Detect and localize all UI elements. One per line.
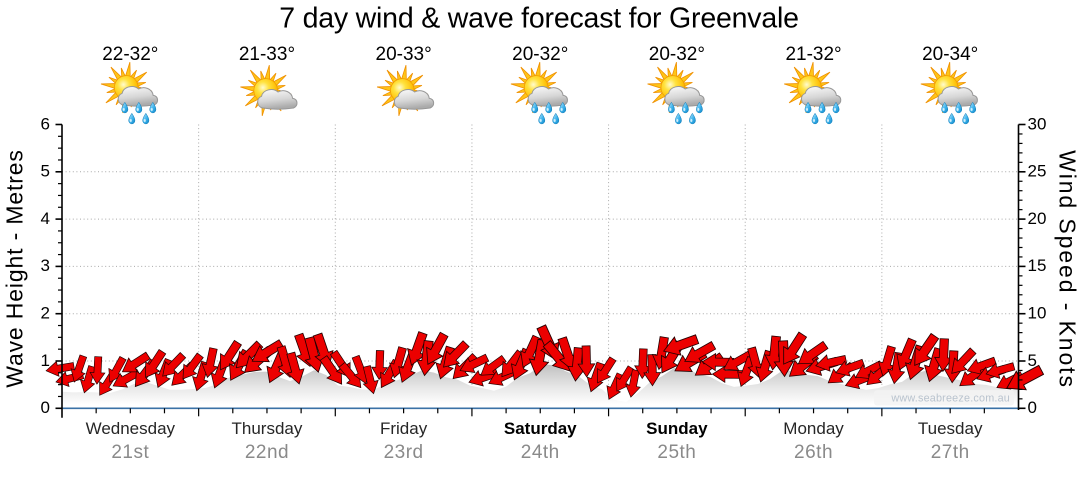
svg-text:27th: 27th <box>931 442 970 463</box>
svg-text:22nd: 22nd <box>245 442 289 463</box>
svg-text:25: 25 <box>1028 162 1047 181</box>
svg-text:5: 5 <box>41 162 50 181</box>
svg-text:21st: 21st <box>111 442 149 463</box>
svg-text:20: 20 <box>1028 209 1047 228</box>
svg-text:25th: 25th <box>657 442 696 463</box>
svg-text:22-32°: 22-32° <box>102 44 158 65</box>
svg-text:Sunday: Sunday <box>646 419 708 438</box>
svg-text:30: 30 <box>1028 114 1047 133</box>
svg-text:20-32°: 20-32° <box>649 44 705 65</box>
svg-text:20-33°: 20-33° <box>376 44 432 65</box>
svg-text:3: 3 <box>41 256 50 275</box>
svg-text:0: 0 <box>41 398 50 417</box>
svg-text:4: 4 <box>41 209 50 228</box>
svg-text:5: 5 <box>1028 351 1037 370</box>
svg-text:www.seabreeze.com.au: www.seabreeze.com.au <box>890 393 1010 405</box>
svg-text:Saturday: Saturday <box>504 419 577 438</box>
svg-text:Monday: Monday <box>783 419 844 438</box>
svg-text:23rd: 23rd <box>384 442 424 463</box>
svg-text:Wednesday: Wednesday <box>86 419 176 438</box>
svg-text:Wave Height - Metres: Wave Height - Metres <box>2 149 28 388</box>
svg-text:20-32°: 20-32° <box>512 44 568 65</box>
svg-text:24th: 24th <box>521 442 560 463</box>
svg-text:21-33°: 21-33° <box>239 44 295 65</box>
svg-text:1: 1 <box>41 351 50 370</box>
svg-text:26th: 26th <box>794 442 833 463</box>
svg-text:6: 6 <box>41 114 50 133</box>
svg-text:7 day wind & wave forecast for: 7 day wind & wave forecast for Greenvale <box>279 3 799 35</box>
svg-text:Friday: Friday <box>380 419 428 438</box>
svg-text:2: 2 <box>41 304 50 323</box>
svg-text:10: 10 <box>1028 304 1047 323</box>
svg-text:Wind Speed - Knots: Wind Speed - Knots <box>1055 150 1080 389</box>
svg-text:Thursday: Thursday <box>232 419 303 438</box>
svg-text:21-32°: 21-32° <box>785 44 841 65</box>
svg-text:20-34°: 20-34° <box>922 44 978 65</box>
svg-text:0: 0 <box>1028 398 1037 417</box>
svg-text:15: 15 <box>1028 256 1047 275</box>
svg-text:Tuesday: Tuesday <box>918 419 983 438</box>
